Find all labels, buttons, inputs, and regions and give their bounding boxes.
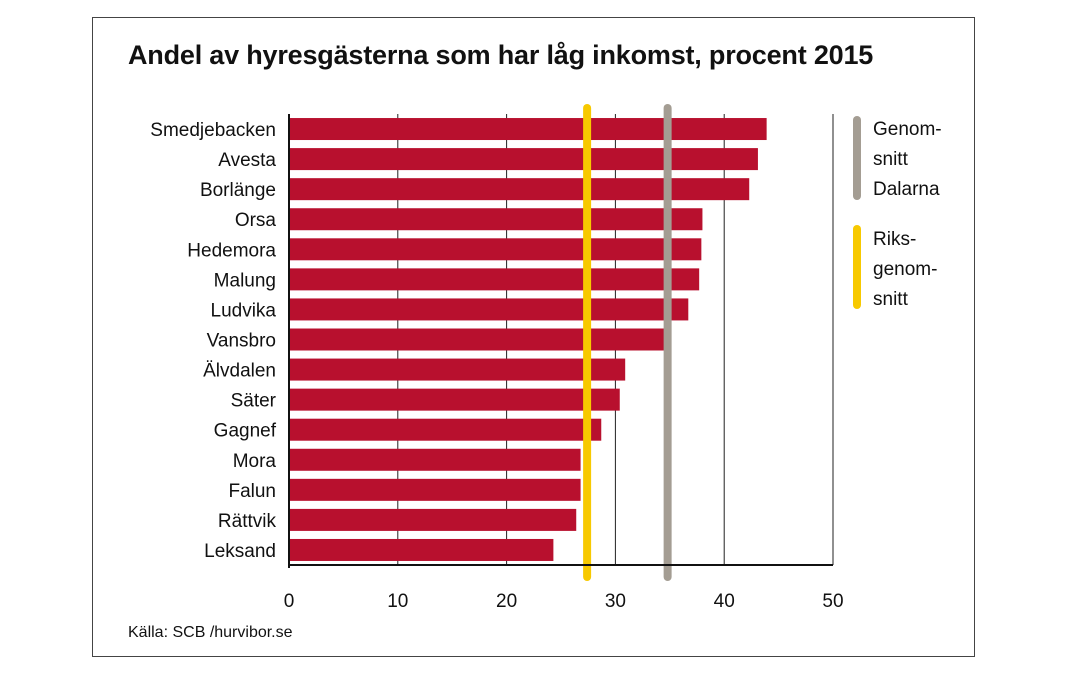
legend-dalarna-line-2: Dalarna (873, 179, 940, 200)
x-tick-label-0: 0 (284, 591, 295, 612)
category-label-12: Falun (228, 481, 276, 502)
bar-3 (289, 208, 703, 231)
bar-5 (289, 268, 700, 291)
bar-8 (289, 358, 626, 381)
legend-riks-line-2: snitt (873, 289, 908, 310)
legend-riks-line-0: Riks- (873, 229, 917, 250)
legend-dalarna-label: Genom-snitt Dalarna (873, 115, 942, 205)
bar-12 (289, 478, 581, 501)
category-label-7: Vansbro (207, 331, 276, 352)
category-label-6: Ludvika (211, 300, 277, 321)
category-label-8: Älvdalen (203, 361, 276, 382)
category-label-11: Mora (233, 451, 277, 472)
bar-6 (289, 298, 689, 321)
bar-10 (289, 418, 602, 441)
bar-9 (289, 388, 620, 411)
category-label-4: Hedemora (187, 240, 276, 261)
x-tick-label-30: 30 (605, 591, 626, 612)
legend-riks-label: Riks-genom-snitt (873, 225, 937, 315)
bar-1 (289, 148, 758, 171)
bar-14 (289, 538, 554, 561)
category-label-0: Smedjebacken (150, 120, 276, 141)
bar-13 (289, 508, 577, 531)
category-label-9: Säter (231, 391, 277, 412)
category-label-2: Borlänge (200, 180, 276, 201)
category-label-1: Avesta (218, 150, 276, 171)
bar-0 (289, 118, 767, 141)
x-tick-label-50: 50 (822, 591, 843, 612)
bar-2 (289, 178, 750, 201)
chart-title: Andel av hyresgästerna som har låg inkom… (128, 40, 874, 70)
x-tick-label-20: 20 (496, 591, 517, 612)
x-tick-label-40: 40 (714, 591, 735, 612)
legend-dalarna-line-1: snitt (873, 149, 908, 170)
category-label-10: Gagnef (214, 421, 277, 442)
bar-11 (289, 448, 581, 471)
category-label-14: Leksand (204, 541, 276, 562)
source-note: Källa: SCB /hurvibor.se (128, 624, 293, 641)
category-label-3: Orsa (235, 210, 277, 231)
x-tick-label-10: 10 (387, 591, 408, 612)
category-label-13: Rättvik (218, 511, 277, 532)
bar-4 (289, 238, 702, 261)
legend-riks-line-1: genom- (873, 259, 938, 280)
category-label-5: Malung (214, 270, 276, 291)
legend-dalarna-line-0: Genom- (873, 119, 942, 140)
bar-7 (289, 328, 666, 351)
